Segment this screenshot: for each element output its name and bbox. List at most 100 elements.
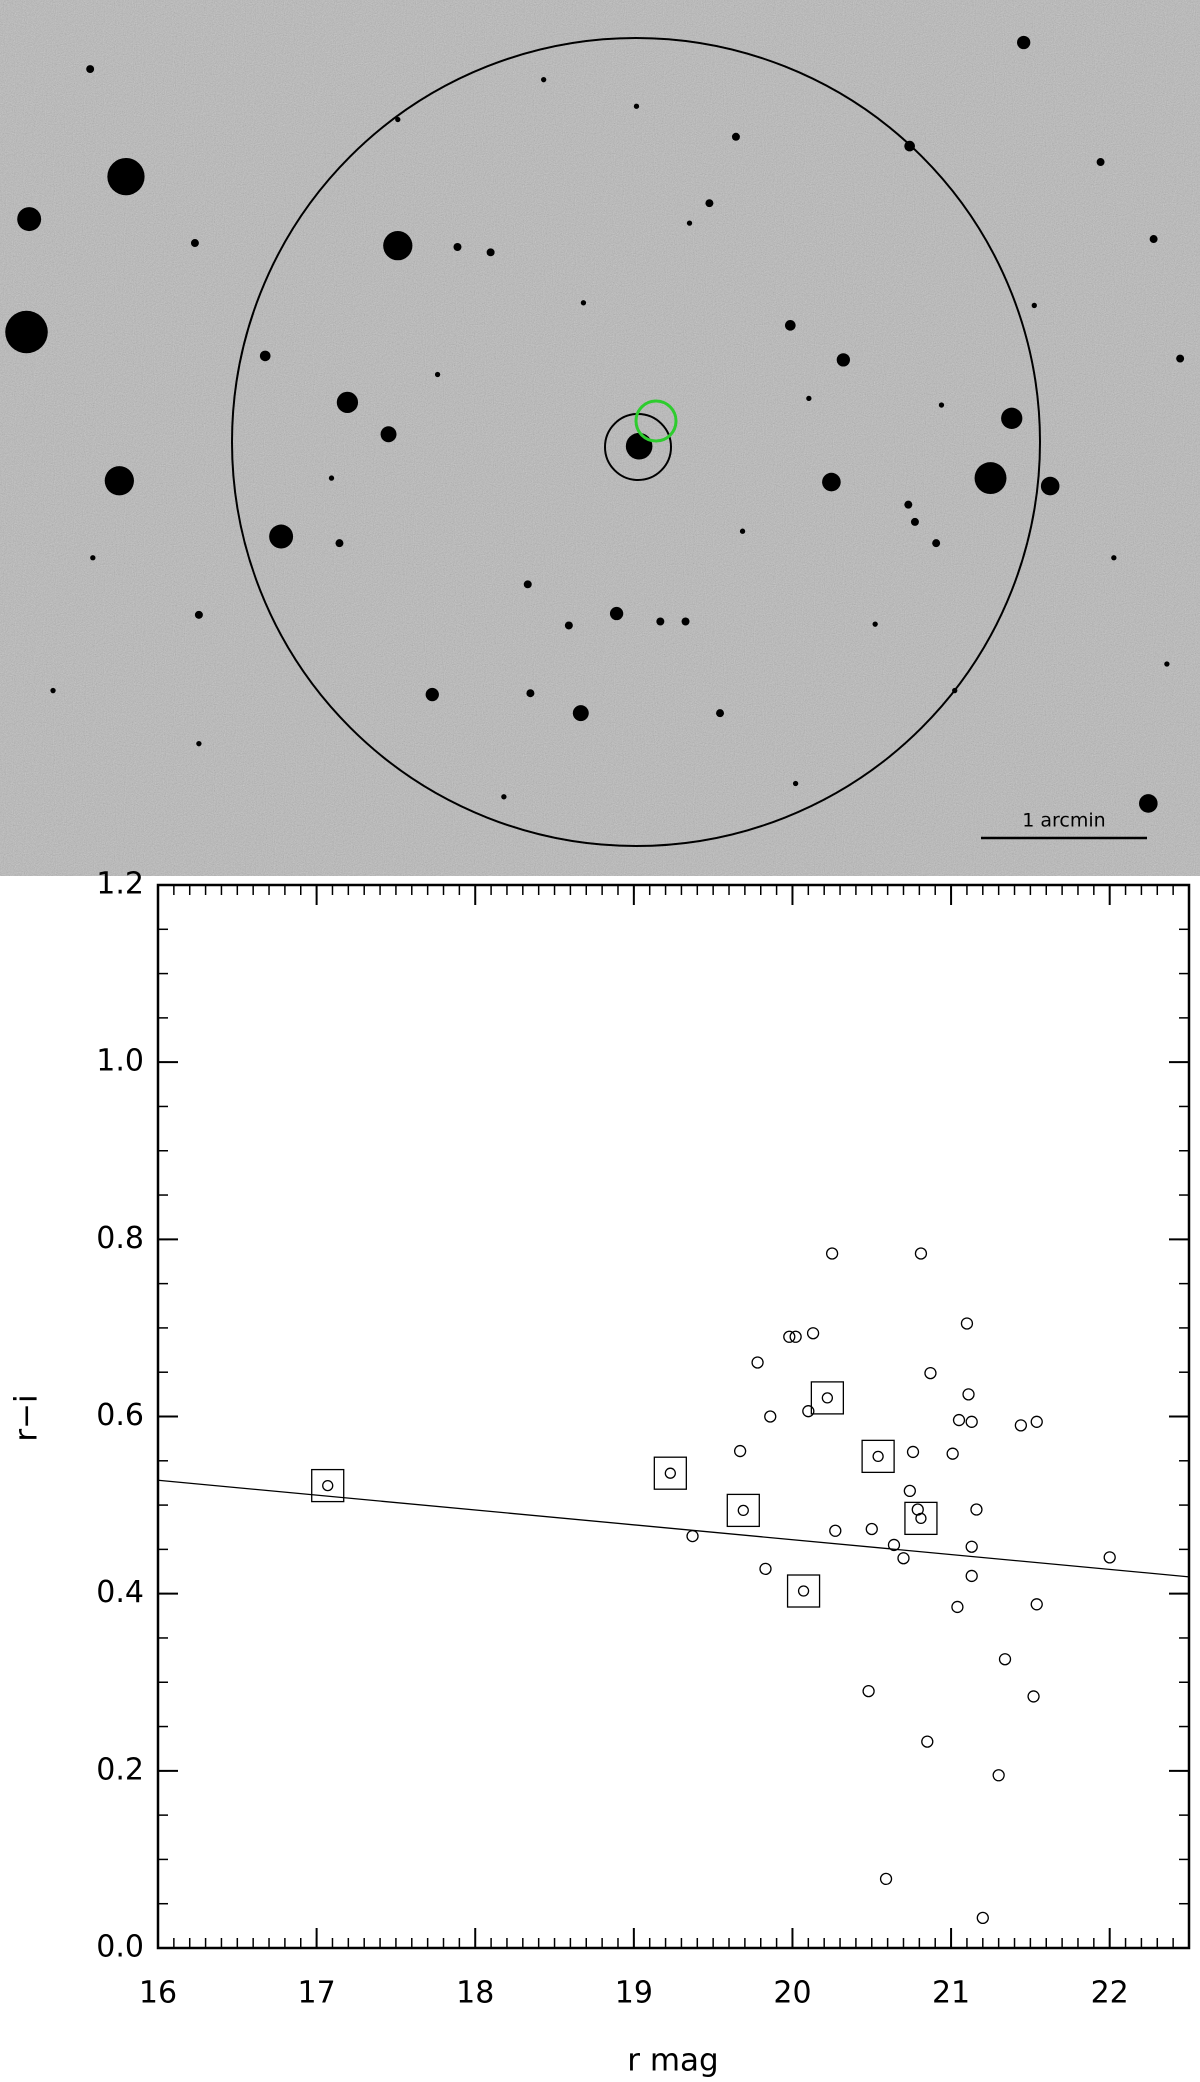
point [1030, 1415, 1043, 1428]
point [806, 1327, 820, 1340]
image-noise [0, 0, 1200, 876]
point [797, 1585, 810, 1597]
star [380, 426, 397, 443]
point [952, 1413, 966, 1427]
point [322, 1479, 334, 1492]
x-tick-label: 18 [456, 1976, 494, 2011]
point [686, 1529, 699, 1543]
x-tick-label: 17 [298, 1976, 336, 2011]
x-tick-label: 20 [773, 1976, 811, 2011]
point [829, 1524, 842, 1537]
point [872, 1450, 884, 1463]
star [910, 517, 919, 526]
scale-label: 1 arcmin [1022, 810, 1105, 832]
point [965, 1540, 978, 1553]
star [50, 687, 56, 694]
star [335, 539, 344, 548]
star [259, 350, 271, 362]
square-marker [311, 1468, 345, 1503]
point [789, 1330, 802, 1343]
point [946, 1447, 959, 1460]
star [705, 199, 714, 208]
square-marker [786, 1574, 821, 1608]
point [865, 1522, 878, 1536]
point [992, 1769, 1005, 1782]
star [104, 466, 134, 496]
star [486, 248, 495, 257]
star [716, 709, 725, 718]
point [783, 1330, 796, 1343]
star [453, 243, 462, 251]
star [580, 300, 587, 306]
star [1139, 794, 1158, 813]
point [821, 1392, 834, 1404]
point [970, 1503, 983, 1516]
star [434, 371, 441, 378]
point [976, 1911, 989, 1925]
point [825, 1247, 839, 1260]
star [656, 617, 665, 626]
star [872, 621, 878, 627]
point [1027, 1690, 1040, 1703]
star [572, 705, 589, 722]
point [965, 1569, 978, 1583]
star [1017, 35, 1031, 50]
star [806, 395, 812, 402]
square-marker [861, 1439, 895, 1474]
star [625, 432, 653, 460]
star [526, 689, 535, 698]
star [731, 132, 740, 141]
star [541, 77, 547, 83]
star [107, 158, 145, 196]
star [395, 116, 401, 123]
point [887, 1538, 901, 1552]
star [686, 220, 693, 226]
square-marker [904, 1501, 938, 1536]
star [196, 741, 202, 747]
star [523, 580, 532, 589]
star [425, 687, 439, 702]
x-tick-label: 22 [1091, 1976, 1129, 2011]
point [906, 1445, 920, 1459]
star [784, 320, 796, 331]
point [915, 1512, 927, 1525]
point [962, 1388, 975, 1401]
point [751, 1356, 764, 1369]
point [951, 1600, 964, 1614]
star [1040, 476, 1060, 496]
point [664, 1467, 676, 1479]
point [960, 1317, 974, 1330]
x-tick-label: 21 [932, 1976, 970, 2011]
star [17, 207, 42, 232]
point [879, 1872, 893, 1886]
search-circle [231, 37, 1041, 847]
star [1031, 302, 1037, 309]
square-marker [726, 1493, 760, 1528]
stars [5, 35, 1185, 813]
star [328, 475, 335, 481]
star [1001, 407, 1023, 429]
y-tick-label: 0.4 [96, 1575, 144, 1610]
square-marker [653, 1456, 687, 1490]
y-tick-label: 0.0 [96, 1930, 144, 1965]
square-marker [810, 1381, 845, 1415]
sky-image: 1 arcmin [0, 0, 1200, 876]
point [998, 1653, 1012, 1666]
point [759, 1562, 772, 1576]
y-tick-label: 0.2 [96, 1752, 144, 1787]
y-axis-label: r−i [9, 1394, 45, 1441]
star [90, 555, 96, 561]
point [737, 1504, 749, 1517]
star [633, 103, 640, 109]
y-tick-label: 1.0 [96, 1044, 144, 1079]
star [383, 231, 413, 261]
point [903, 1484, 916, 1498]
x-tick-label: 19 [615, 1976, 653, 2011]
point [733, 1444, 747, 1458]
y-tick-label: 0.6 [96, 1398, 144, 1433]
point [802, 1405, 815, 1418]
star [1164, 661, 1170, 667]
point [965, 1415, 978, 1428]
fit-line [157, 1479, 1190, 1578]
